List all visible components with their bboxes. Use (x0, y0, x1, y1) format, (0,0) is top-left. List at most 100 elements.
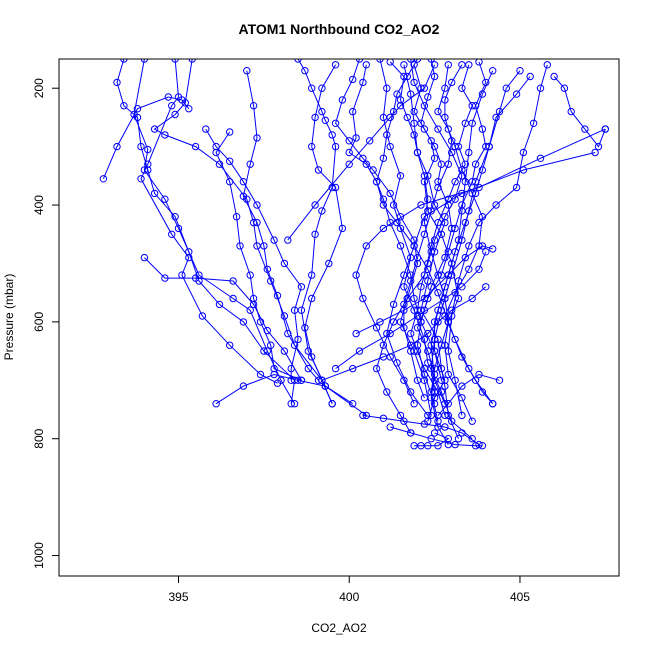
data-point (359, 154, 367, 163)
data-point (400, 61, 408, 69)
data-point (369, 166, 377, 174)
data-point (407, 347, 415, 355)
data-point (420, 125, 429, 133)
data-point (441, 294, 449, 303)
data-point (331, 142, 340, 151)
data-point (171, 110, 179, 119)
data-point (492, 201, 500, 209)
data-point (396, 172, 405, 180)
data-point (379, 353, 388, 361)
data-point (413, 148, 422, 157)
data-point (144, 145, 152, 154)
data-point (379, 224, 388, 233)
data-point (478, 242, 487, 250)
y-axis-label: Pressure (mbar) (2, 274, 16, 361)
data-point (150, 189, 159, 198)
data-point (475, 440, 483, 449)
data-point (229, 294, 237, 303)
data-point (407, 429, 415, 437)
data-point (448, 137, 456, 145)
data-point (461, 160, 469, 168)
data-point (529, 119, 538, 128)
series-line (416, 61, 487, 404)
x-tick-label: 395 (168, 590, 188, 604)
data-point (424, 195, 432, 203)
series-line (144, 257, 302, 381)
y-tick-label: 200 (32, 78, 46, 98)
data-point (185, 248, 193, 256)
data-point (284, 236, 292, 244)
data-point (120, 59, 128, 63)
data-point (458, 353, 466, 361)
data-point (410, 242, 418, 250)
y-tick-label: 800 (32, 428, 46, 448)
data-point (359, 411, 367, 420)
data-point (386, 142, 394, 151)
series-line (215, 131, 302, 381)
x-tick-label: 405 (510, 590, 530, 604)
data-point (318, 376, 326, 384)
data-point (451, 224, 459, 233)
data-point (413, 376, 422, 384)
data-point (424, 277, 432, 285)
data-point (424, 359, 432, 367)
data-point (424, 93, 432, 101)
data-point (461, 119, 469, 128)
data-point (441, 213, 449, 221)
data-point (519, 166, 528, 174)
data-point (451, 178, 459, 186)
data-point (294, 335, 302, 344)
series-line (389, 61, 459, 439)
data-point (215, 160, 224, 168)
data-point (461, 218, 469, 227)
data-point (328, 131, 336, 139)
data-point (253, 134, 261, 142)
data-point (441, 84, 449, 92)
data-point (379, 195, 388, 203)
data-point (458, 84, 466, 92)
data-point (410, 236, 418, 244)
series-line (335, 59, 432, 416)
data-point (389, 300, 398, 309)
data-point (444, 370, 452, 379)
data-point (120, 102, 128, 110)
data-point (444, 248, 452, 256)
data-point (249, 300, 258, 309)
data-point (482, 78, 490, 87)
data-point (427, 435, 435, 443)
data-point (424, 329, 432, 338)
data-point (215, 300, 224, 309)
data-point (430, 364, 439, 373)
data-point (427, 137, 435, 145)
data-point (383, 388, 391, 396)
data-point (280, 259, 289, 268)
data-point (280, 347, 289, 355)
data-point (236, 242, 244, 250)
series-layer (99, 59, 609, 450)
data-point (246, 271, 254, 279)
series-line (102, 96, 190, 179)
series-line (410, 59, 463, 416)
data-point (437, 376, 446, 384)
data-point (379, 154, 388, 163)
data-point (424, 442, 432, 450)
data-point (389, 107, 398, 116)
data-point (185, 253, 193, 262)
data-point (308, 353, 316, 361)
data-point (386, 423, 394, 431)
data-point (594, 142, 603, 151)
data-point (362, 61, 370, 69)
data-point (212, 148, 220, 157)
data-point (393, 218, 401, 227)
data-point (413, 253, 422, 262)
data-point (403, 294, 411, 303)
data-point (318, 207, 326, 215)
data-point (379, 201, 388, 209)
data-point (434, 423, 442, 431)
data-point (246, 306, 254, 314)
data-point (444, 61, 452, 69)
data-point (451, 376, 459, 384)
data-point (444, 271, 452, 279)
data-point (434, 218, 442, 227)
